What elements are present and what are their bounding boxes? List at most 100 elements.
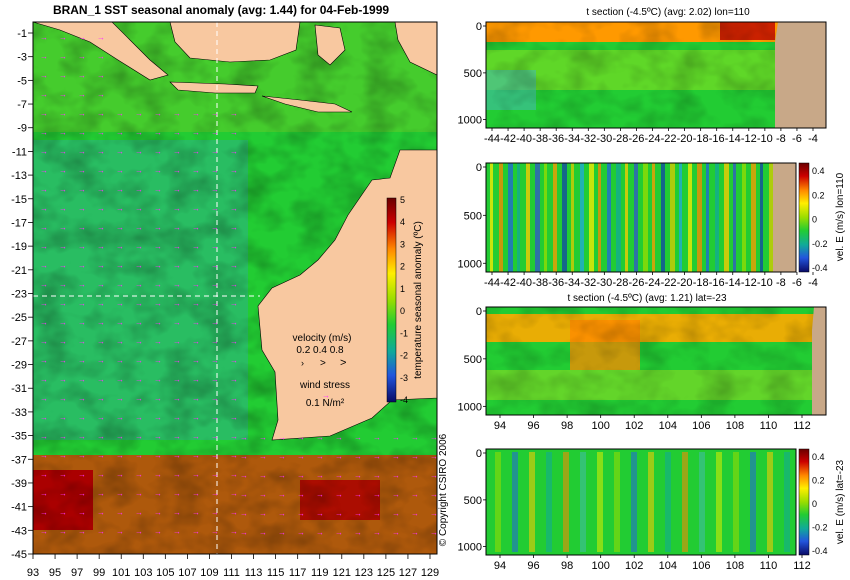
- wind-arrow: →: [154, 185, 162, 194]
- panel4-xtick-label: 108: [726, 560, 744, 572]
- wind-arrow: →: [154, 337, 162, 346]
- wind-arrow: →: [211, 299, 219, 308]
- wind-arrow: →: [40, 432, 48, 441]
- panel1-texture: [486, 22, 778, 128]
- panel4-colorbar-label: vel. E (m/s) lat=-23: [835, 459, 846, 544]
- velocity-arrow-3: >: [340, 357, 346, 369]
- wind-arrow: →: [192, 147, 200, 156]
- wind-arrow: →: [335, 509, 343, 518]
- wind-arrow: →: [192, 527, 200, 536]
- map-ytick-label: -23: [11, 289, 27, 301]
- wind-arrow: →: [173, 166, 181, 175]
- map-ytick-label: -21: [11, 265, 27, 277]
- panel3-xtick-label: 98: [561, 420, 573, 432]
- wind-arrow: →: [59, 128, 67, 137]
- map-colorbar-tick: 5: [400, 195, 405, 205]
- wind-arrow: →: [135, 432, 143, 441]
- panel4-stripe: [733, 452, 739, 552]
- panel4-xtick-label: 112: [793, 560, 811, 572]
- map-ytick-label: -11: [12, 146, 27, 158]
- panel2-stripe: [589, 163, 594, 272]
- wind-arrow: →: [173, 451, 181, 460]
- wind-arrow: →: [173, 375, 181, 384]
- wind-arrow: →: [40, 280, 48, 289]
- wind-arrow: →: [335, 471, 343, 480]
- wind-arrow: →: [173, 337, 181, 346]
- wind-arrow: →: [116, 166, 124, 175]
- wind-arrow: →: [354, 528, 362, 537]
- wind-arrow: →: [259, 490, 267, 499]
- panel3-xtick-label: 108: [726, 420, 744, 432]
- wind-arrow: →: [116, 489, 124, 498]
- wind-arrow: →: [40, 90, 48, 99]
- wind-arrow: →: [173, 394, 181, 403]
- wind-arrow: →: [335, 433, 343, 442]
- wind-arrow: →: [173, 128, 181, 137]
- wind-arrow: →: [297, 433, 305, 442]
- panel1-ytick-label: 500: [464, 68, 482, 80]
- wind-legend-scale: 0.1 N/m²: [306, 398, 345, 409]
- wind-arrow: →: [211, 413, 219, 422]
- panel2-plot-bg: [486, 163, 796, 272]
- wind-arrow: →: [392, 509, 400, 518]
- map-ytick-label: -25: [11, 312, 27, 324]
- panel1-frame: [485, 21, 827, 129]
- map-colorbar-tick: 3: [400, 239, 405, 249]
- wind-arrow: →: [59, 223, 67, 232]
- wind-arrow: →: [40, 71, 48, 80]
- panel2-stripe: [517, 163, 520, 272]
- panel4-colorbar-tick: -0.4: [812, 546, 828, 556]
- wind-arrow: →: [116, 356, 124, 365]
- wind-arrow: →: [240, 509, 248, 518]
- panel4-colorbar-tick: 0: [812, 499, 817, 509]
- wind-arrow: →: [97, 470, 105, 479]
- wind-arrow: →: [430, 471, 438, 480]
- wind-arrow: →: [230, 489, 238, 498]
- map-ytick-label: -35: [11, 431, 27, 443]
- wind-arrow: →: [230, 508, 238, 517]
- wind-arrow: →: [259, 433, 267, 442]
- wind-arrow: →: [59, 470, 67, 479]
- wind-arrow: →: [59, 394, 67, 403]
- map-y-axis: -1 -3 -5 -7 -9 -11 -13 -15 -17 -19 -21 -23 -25 -27 -29…: [11, 28, 33, 561]
- wind-arrow: →: [430, 490, 438, 499]
- wind-arrow: →: [259, 528, 267, 537]
- wind-arrow: →: [211, 527, 219, 536]
- wind-arrow: →: [192, 508, 200, 517]
- wind-arrow: →: [78, 527, 86, 536]
- map-ytick-label: -39: [11, 478, 27, 490]
- wind-arrow: →: [78, 280, 86, 289]
- wind-arrow: →: [97, 318, 105, 327]
- wind-arrow: →: [135, 166, 143, 175]
- wind-arrow: →: [154, 470, 162, 479]
- wind-arrow: →: [135, 147, 143, 156]
- wind-arrow: →: [40, 147, 48, 156]
- wind-arrow: →: [354, 452, 362, 461]
- wind-arrow: →: [135, 356, 143, 365]
- wind-arrow: →: [116, 280, 124, 289]
- wind-arrow: →: [40, 394, 48, 403]
- wind-arrow: →: [173, 280, 181, 289]
- wind-arrow: →: [230, 527, 238, 536]
- wind-arrow: →: [230, 337, 238, 346]
- panel4-stripe: [682, 452, 688, 552]
- wind-arrow: →: [40, 451, 48, 460]
- wind-arrow: →: [116, 451, 124, 460]
- wind-arrow: →: [373, 433, 381, 442]
- wind-arrow: →: [116, 508, 124, 517]
- panel1-xtick-label: -42: [500, 133, 516, 145]
- wind-arrow: →: [78, 337, 86, 346]
- panel4-stripe: [597, 452, 603, 552]
- panel3-xtick-label: 100: [591, 420, 609, 432]
- panel3-xtick-label: 96: [527, 420, 539, 432]
- wind-arrow: →: [230, 356, 238, 365]
- wind-arrow: →: [40, 413, 48, 422]
- copyright: © Copyright CSIRO 2006: [438, 433, 449, 546]
- wind-arrow: →: [40, 185, 48, 194]
- wind-arrow: →: [135, 242, 143, 251]
- wind-arrow: →: [430, 452, 438, 461]
- wind-arrow: →: [59, 375, 67, 384]
- wind-arrow: →: [40, 318, 48, 327]
- map-colorbar-tick: -3: [400, 373, 408, 383]
- wind-arrow: →: [59, 318, 67, 327]
